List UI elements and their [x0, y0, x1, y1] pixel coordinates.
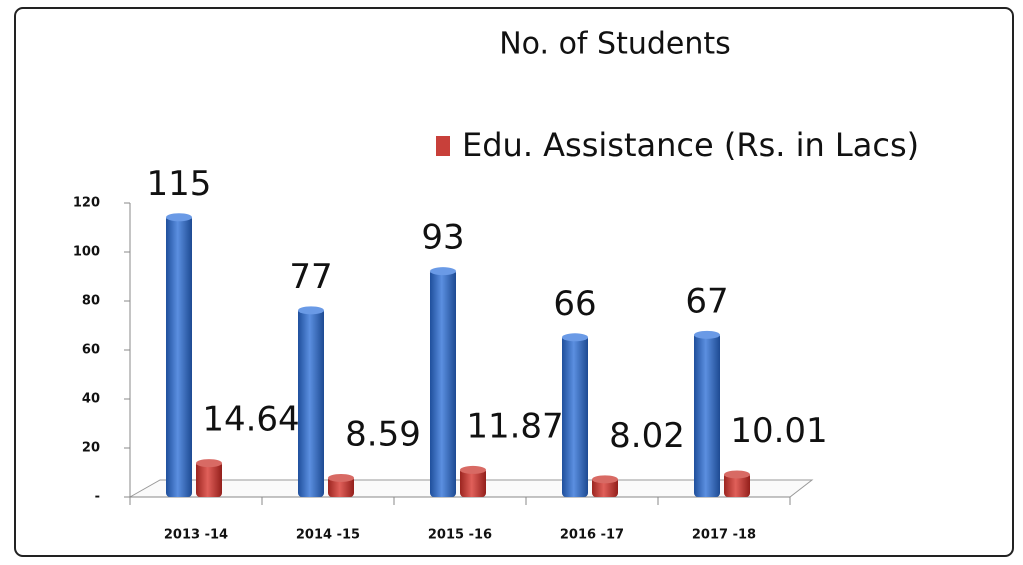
- bar-cap: [328, 473, 354, 482]
- y-tick-label: 60: [82, 343, 100, 358]
- bar-cap: [460, 465, 486, 474]
- bar-cap: [430, 267, 456, 276]
- bar-cap: [562, 333, 588, 342]
- bar-cap: [724, 470, 750, 479]
- x-tick-label: 2013 -14: [164, 528, 228, 543]
- bar-cap: [694, 330, 720, 339]
- data-label: 67: [685, 281, 728, 321]
- bar: [724, 472, 750, 497]
- bar: [460, 467, 486, 497]
- bar-cap: [298, 306, 324, 315]
- y-tick-label: -: [95, 490, 100, 505]
- data-label: 115: [147, 164, 212, 204]
- bar-cap: [196, 459, 222, 468]
- frame: [14, 7, 1014, 557]
- x-tick-label: 2015 -16: [428, 528, 492, 543]
- bar: [430, 269, 456, 497]
- data-label: 8.02: [609, 416, 685, 456]
- bar-cap: [592, 475, 618, 484]
- x-tick-label: 2016 -17: [560, 528, 624, 543]
- legend-label: No. of Students: [499, 27, 731, 62]
- x-tick-label: 2014 -15: [296, 528, 360, 543]
- y-tick-label: 40: [82, 392, 100, 407]
- bar-cap: [166, 213, 192, 222]
- y-tick-label: 20: [82, 441, 100, 456]
- data-label: 66: [553, 284, 596, 324]
- data-label: 93: [421, 218, 464, 258]
- y-tick-label: 120: [73, 196, 100, 211]
- data-label: 10.01: [730, 411, 827, 451]
- legend-swatch: [436, 136, 450, 156]
- x-tick-label: 2017 -18: [692, 528, 756, 543]
- bar: [298, 308, 324, 497]
- data-label: 77: [289, 257, 332, 297]
- data-label: 14.64: [202, 400, 299, 440]
- bar: [562, 335, 588, 497]
- y-tick-label: 80: [82, 294, 100, 309]
- legend-label: Edu. Assistance (Rs. in Lacs): [462, 126, 919, 164]
- data-label: 8.59: [345, 414, 421, 454]
- bar: [694, 332, 720, 497]
- y-tick-label: 100: [73, 245, 100, 260]
- bar: [166, 215, 192, 497]
- bar: [196, 461, 222, 497]
- data-label: 11.87: [466, 406, 563, 446]
